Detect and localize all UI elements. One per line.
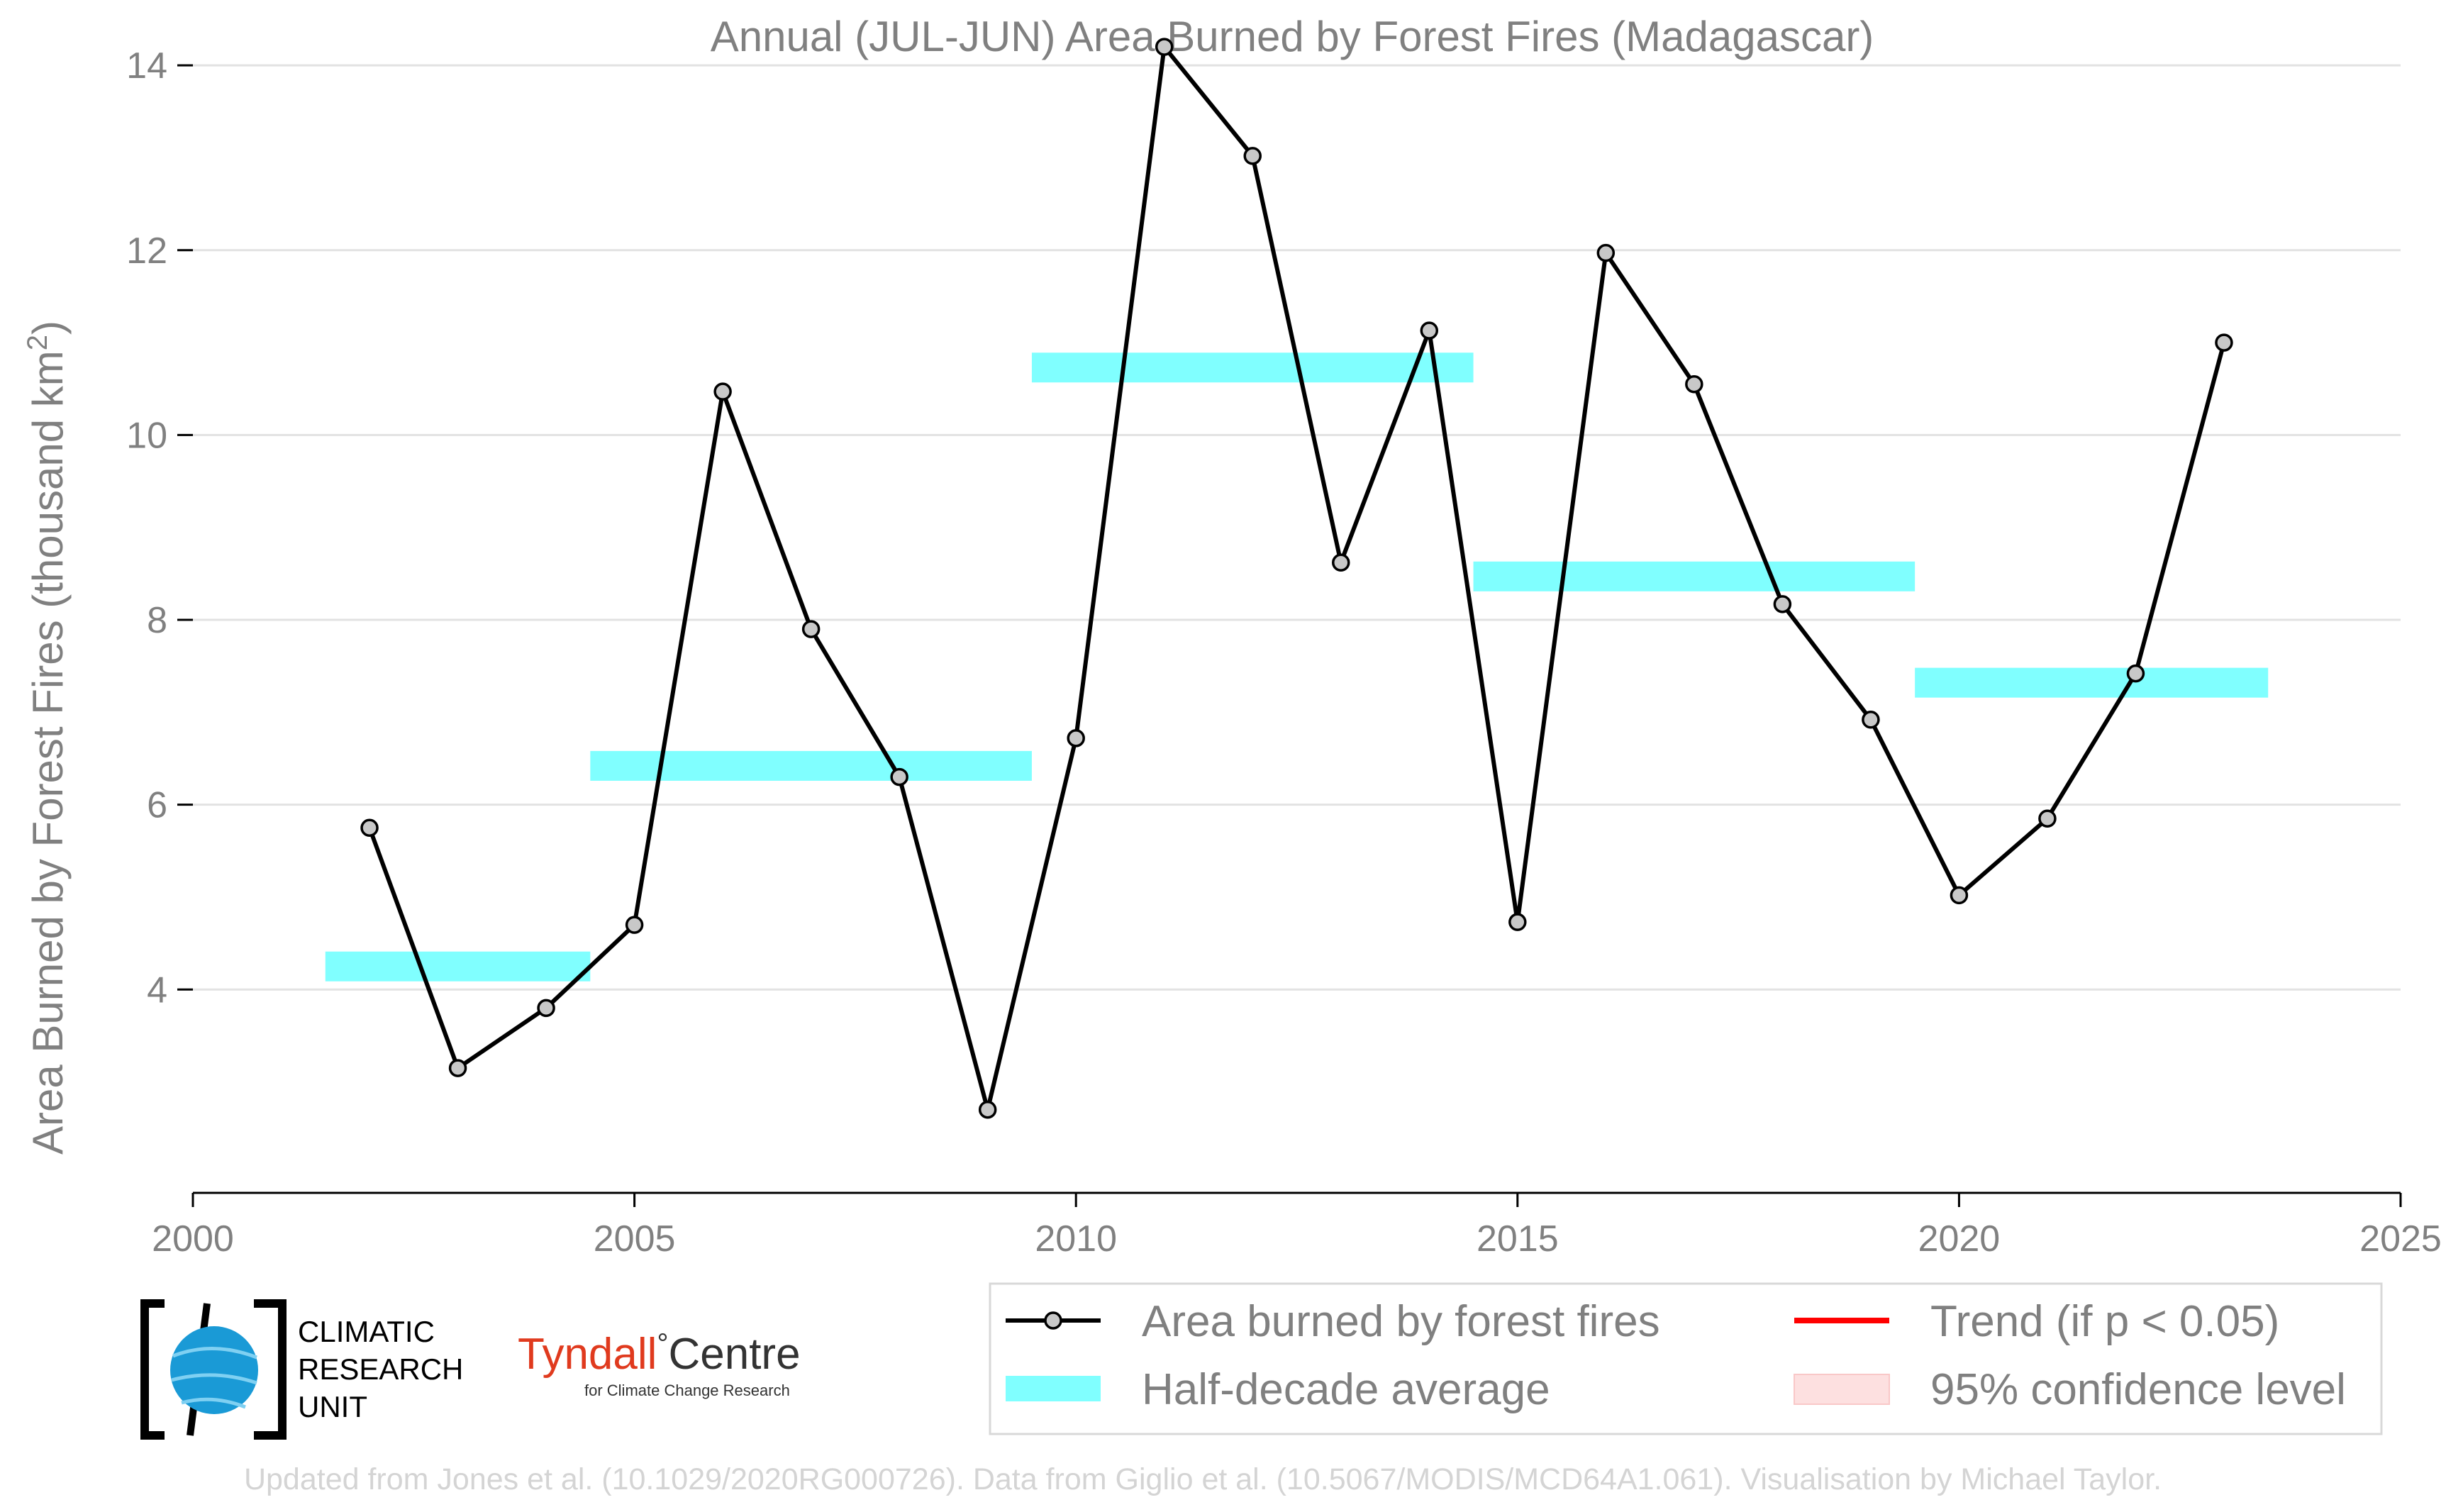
data-point-2014	[1420, 321, 1439, 340]
legend-item-confidence: 95% confidence level	[1930, 1365, 2346, 1414]
data-point-2021	[2038, 809, 2057, 828]
legend-item-trend: Trend (if p < 0.05)	[1930, 1297, 2279, 1346]
x-tick-label-2015: 2015	[1477, 1218, 1559, 1260]
data-point-2005	[625, 916, 644, 934]
data-point-2003	[448, 1059, 467, 1077]
x-tick-label-2020: 2020	[1918, 1218, 2001, 1260]
y-axis-label: Area Burned by Forest Fires (thousand km…	[22, 321, 72, 1155]
data-point-2017	[1685, 374, 1703, 394]
cru-logo-line3: UNIT	[298, 1390, 367, 1423]
svg-text:Tyndall°Centre: Tyndall°Centre	[518, 1328, 801, 1379]
data-point-2002	[360, 818, 379, 837]
data-point-2022	[2126, 664, 2145, 683]
data-point-2009	[978, 1100, 997, 1119]
data-point-2015	[1508, 913, 1527, 931]
gridlines	[193, 64, 2401, 991]
half-decade-band-4	[1915, 667, 2269, 698]
half-decade-band-0	[325, 951, 591, 982]
data-point-2010	[1067, 729, 1085, 747]
area-burned-series	[360, 38, 2233, 1119]
credit-text: Updated from Jones et al. (10.1029/2020R…	[244, 1462, 2162, 1496]
y-tick-label-6: 6	[147, 785, 167, 826]
data-point-2008	[890, 767, 908, 786]
data-point-2020	[1950, 886, 1969, 905]
legend: Area burned by forest fires Half-decade …	[989, 1282, 2383, 1435]
half-decade-band-3	[1473, 561, 1916, 591]
y-tick-label-14: 14	[126, 45, 167, 87]
y-tick-label-8: 8	[147, 600, 167, 641]
y-tick-label-4: 4	[147, 969, 167, 1011]
x-tick-label-2010: 2010	[1035, 1218, 1117, 1260]
half-decade-band-1	[590, 750, 1032, 781]
chart-title: Annual (JUL-JUN) Area Burned by Forest F…	[711, 13, 1874, 60]
x-tick-label-2005: 2005	[594, 1218, 676, 1260]
data-point-2016	[1596, 243, 1616, 262]
legend-item-area-burned: Area burned by forest fires	[1142, 1297, 1660, 1346]
tyndall-logo-main: Tyndall	[518, 1330, 657, 1379]
x-axis: 2000 2005 2010 2015 2020 2025	[152, 1191, 2442, 1260]
data-point-2011	[1155, 38, 1174, 56]
area-burned-line	[367, 45, 2226, 1112]
legend-item-half-decade: Half-decade average	[1142, 1365, 1550, 1414]
x-tick-label-2000: 2000	[152, 1218, 234, 1260]
half-decade-band-2	[1031, 352, 1474, 383]
y-axis-ticks: 4 6 8 10 12 14	[126, 45, 193, 1011]
data-point-2012	[1243, 147, 1262, 165]
data-point-2018	[1773, 595, 1792, 613]
data-point-2004	[537, 999, 555, 1018]
data-point-2006	[713, 382, 732, 401]
tyndall-logo-sub: for Climate Change Research	[584, 1382, 790, 1399]
half-decade-average-bands	[325, 352, 2269, 982]
data-point-2013	[1332, 553, 1350, 572]
cru-logo-line2: RESEARCH	[298, 1352, 463, 1386]
tyndall-logo: Tyndall°Centre for Climate Change Resear…	[518, 1328, 801, 1399]
y-tick-label-10: 10	[126, 415, 167, 456]
data-point-2007	[801, 620, 821, 638]
cru-logo: CLIMATIC RESEARCH UNIT	[140, 1299, 463, 1440]
data-point-2019	[1862, 711, 1880, 729]
data-point-2023	[2215, 333, 2233, 352]
x-tick-label-2025: 2025	[2359, 1218, 2442, 1260]
y-tick-label-12: 12	[126, 230, 167, 272]
cru-logo-line1: CLIMATIC	[298, 1315, 435, 1348]
